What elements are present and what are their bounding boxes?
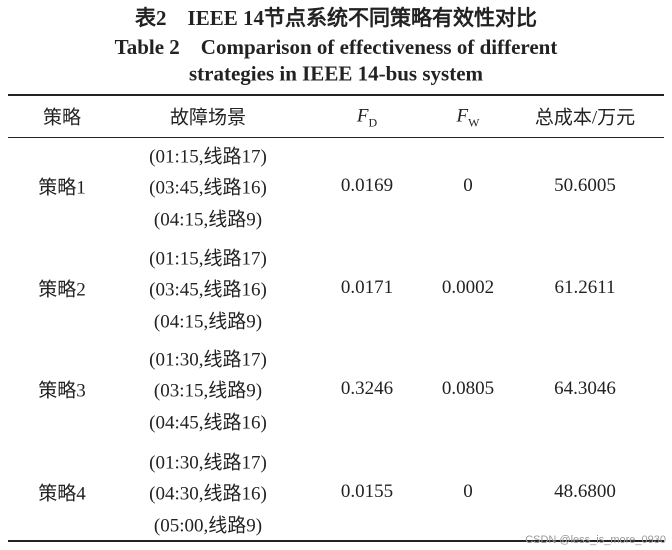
scenario-cell: (05:00,线路9) — [153, 515, 263, 536]
bottom-rule — [8, 540, 664, 542]
fd-cell: 0.0171 — [340, 277, 394, 298]
header-cell: 故障场景 — [169, 107, 247, 129]
scenario-cell: (01:30,线路17) — [149, 452, 267, 473]
strategy-cell: 策略2 — [38, 279, 86, 301]
cost-cell: 64.3046 — [554, 378, 616, 399]
strategy-cell: 策略1 — [38, 177, 86, 199]
scenario-cell: (03:15,线路9) — [153, 380, 263, 402]
scenario-cell: (03:45,线路16) — [149, 177, 267, 199]
subscript: W — [468, 115, 480, 130]
header-cell: FD — [357, 106, 377, 131]
symbol: F — [456, 105, 469, 127]
fw-cell: 0.0805 — [441, 378, 495, 399]
symbol: F — [356, 105, 369, 127]
cost-cell: 50.6005 — [554, 175, 616, 196]
fw-cell: 0 — [463, 481, 473, 502]
scenario-cell: (01:15,线路17) — [149, 248, 267, 269]
scenario-cell: (03:45,线路16) — [149, 279, 267, 301]
fd-cell: 0.0169 — [340, 175, 394, 196]
scenario-cell: (04:30,线路16) — [149, 483, 267, 505]
scenario-cell: (04:15,线路9) — [153, 209, 263, 230]
cost-cell: 48.6800 — [554, 481, 616, 502]
strategy-cell: 策略4 — [38, 483, 86, 505]
header-rule — [8, 137, 664, 138]
top-rule — [8, 94, 664, 96]
scenario-cell: (01:30,线路17) — [149, 349, 267, 370]
scenario-cell: (04:15,线路9) — [153, 311, 263, 332]
fd-cell: 0.0155 — [340, 481, 394, 502]
fd-cell: 0.3246 — [340, 378, 394, 399]
scenario-cell: (01:15,线路17) — [149, 146, 267, 167]
caption-en: strategies in IEEE 14-bus system — [188, 61, 484, 86]
header-cell: 总成本/万元 — [534, 107, 636, 129]
strategy-cell: 策略3 — [38, 380, 86, 402]
header-cell: 策略 — [42, 107, 82, 129]
watermark: CSDN @less_is_more_0930 — [525, 534, 666, 546]
subscript: D — [368, 115, 378, 130]
caption-cn: 表2 IEEE 14节点系统不同策略有效性对比 — [135, 6, 537, 30]
fw-cell: 0 — [463, 175, 473, 196]
fw-cell: 0.0002 — [441, 277, 495, 298]
caption-en: Table 2 Comparison of effectiveness of d… — [114, 35, 558, 59]
scenario-cell: (04:45,线路16) — [149, 412, 267, 433]
cost-cell: 61.2611 — [554, 277, 616, 298]
header-cell: FW — [457, 106, 480, 131]
